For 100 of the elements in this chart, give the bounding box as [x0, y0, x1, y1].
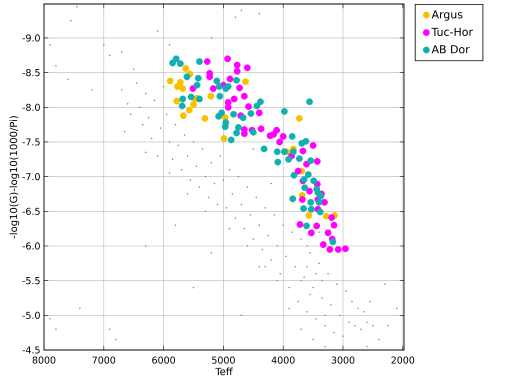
point [178, 102, 186, 110]
point [224, 104, 232, 111]
point [289, 195, 296, 202]
point [296, 115, 303, 122]
point [174, 83, 181, 90]
point [280, 133, 287, 140]
point [306, 98, 313, 106]
point [321, 198, 328, 206]
point [196, 58, 203, 65]
point [234, 68, 241, 75]
point [310, 142, 316, 149]
point [230, 96, 238, 102]
point [313, 222, 320, 230]
point [248, 110, 254, 117]
point [307, 157, 314, 164]
point [218, 109, 225, 116]
point [281, 148, 288, 156]
point [236, 84, 243, 92]
point [210, 85, 217, 92]
point [322, 212, 330, 220]
point [184, 73, 190, 80]
point [302, 138, 310, 145]
point [179, 96, 186, 102]
y-tick-label: -7.0 [22, 173, 40, 180]
point [226, 76, 234, 82]
point [334, 246, 342, 253]
y-tick-label: -8.5 [22, 69, 40, 76]
point [303, 160, 310, 168]
point [258, 125, 264, 132]
y-tick-label: -6.0 [22, 242, 40, 250]
legend-label: AB Dor [432, 45, 470, 54]
point [234, 124, 242, 131]
point [220, 135, 228, 142]
y-tick-label: -7.5 [22, 138, 40, 146]
point [330, 222, 338, 229]
point [245, 103, 252, 110]
point [296, 155, 303, 162]
point [316, 198, 322, 206]
point [303, 222, 310, 230]
point [285, 156, 292, 163]
point [190, 85, 196, 92]
point [288, 133, 296, 140]
point [172, 55, 180, 62]
point [320, 241, 327, 248]
point [300, 205, 307, 212]
point [244, 64, 251, 72]
point [194, 74, 202, 82]
point [326, 246, 334, 253]
point [224, 83, 232, 90]
point [328, 214, 336, 221]
y-tick-label: -5.0 [22, 312, 40, 319]
point [173, 98, 180, 104]
point [274, 158, 282, 166]
point [324, 229, 332, 236]
point [176, 60, 184, 68]
point [204, 58, 211, 65]
x-axis-title: Teff [215, 368, 233, 376]
point [180, 112, 187, 120]
legend-label: Tuc-Hor [432, 28, 473, 36]
point [216, 83, 223, 90]
point [270, 130, 278, 138]
y-tick-label: -6.5 [22, 208, 40, 215]
y-tick-label: -9.0 [22, 34, 40, 42]
x-tick-label: 3000 [332, 356, 354, 364]
point [310, 177, 318, 184]
point [182, 65, 190, 72]
point [260, 146, 268, 152]
x-tick-label: 8000 [32, 356, 56, 364]
point [290, 172, 298, 179]
point [290, 148, 297, 156]
point [179, 85, 186, 92]
y-axis-title: -log10(G)-log10(1000/Pi) [10, 116, 20, 238]
point [314, 158, 321, 165]
point [213, 78, 220, 84]
point [240, 92, 248, 100]
point [207, 92, 214, 100]
x-tick-label: 6000 [152, 356, 176, 364]
point [257, 98, 264, 106]
point [186, 106, 193, 114]
point [256, 109, 263, 116]
x-tick-label: 2000 [391, 356, 414, 364]
point [188, 94, 194, 100]
x-tick-label: 7000 [92, 356, 116, 364]
point [230, 110, 237, 118]
point [294, 168, 302, 174]
point [304, 171, 312, 178]
point [276, 138, 283, 146]
point [216, 92, 224, 100]
point [201, 115, 208, 122]
point [281, 108, 288, 115]
point [301, 184, 308, 192]
point [274, 148, 281, 156]
point [196, 96, 203, 102]
point [242, 78, 249, 86]
point [224, 55, 231, 62]
point [194, 82, 200, 89]
point [329, 238, 336, 246]
point [308, 229, 315, 236]
point [316, 208, 324, 216]
point [240, 114, 247, 122]
